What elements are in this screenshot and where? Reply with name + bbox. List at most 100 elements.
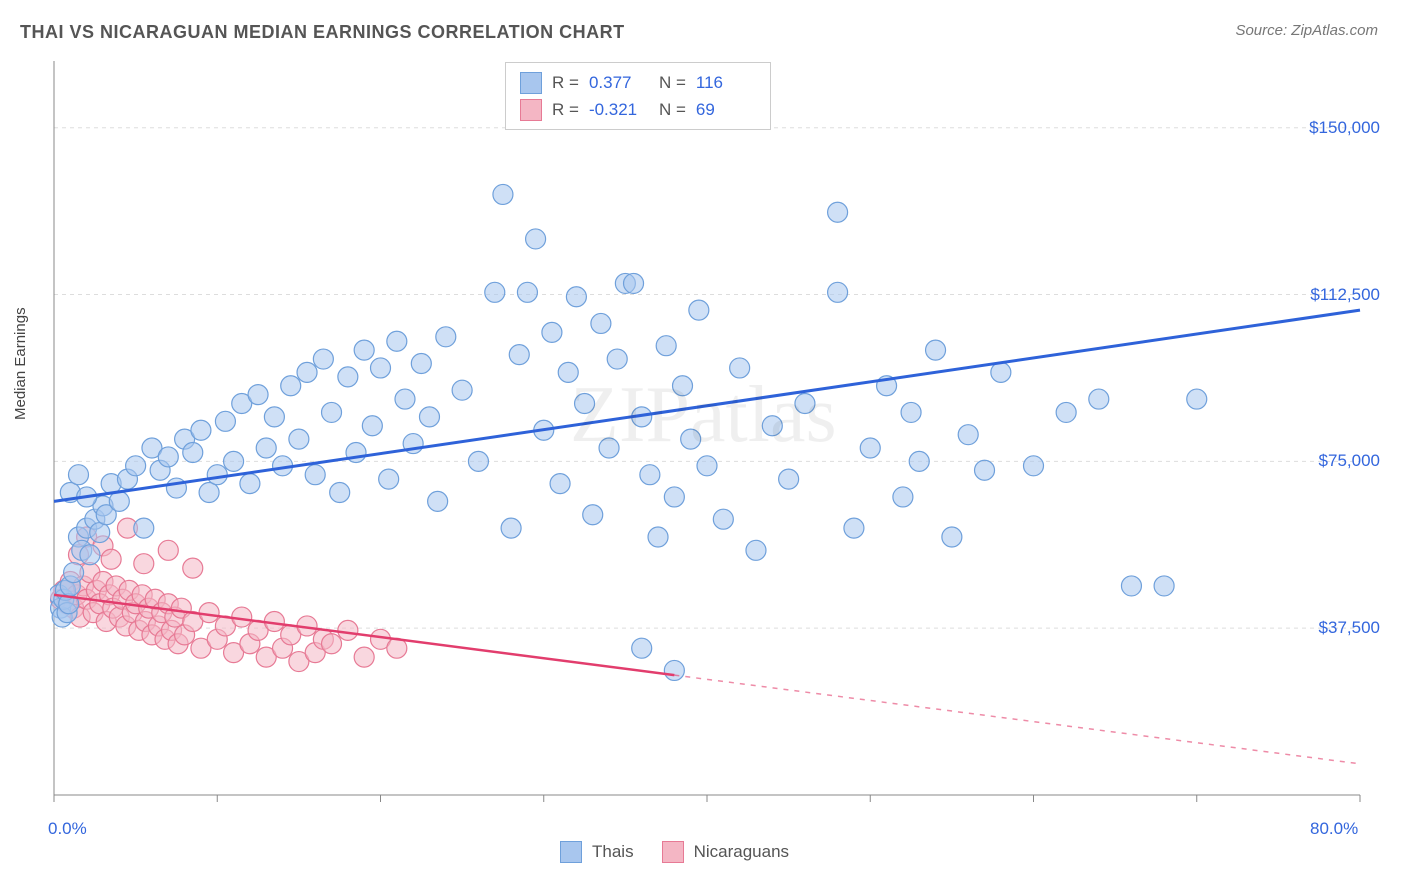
data-point bbox=[379, 469, 399, 489]
data-point bbox=[313, 349, 333, 369]
data-point bbox=[550, 474, 570, 494]
data-point bbox=[1187, 389, 1207, 409]
data-point bbox=[860, 438, 880, 458]
y-tick-label: $150,000 bbox=[1309, 118, 1380, 138]
data-point bbox=[991, 362, 1011, 382]
data-point bbox=[779, 469, 799, 489]
legend-r-value: -0.321 bbox=[589, 96, 649, 123]
data-point bbox=[893, 487, 913, 507]
data-point bbox=[1056, 402, 1076, 422]
data-point bbox=[395, 389, 415, 409]
data-point bbox=[664, 660, 684, 680]
data-point bbox=[599, 438, 619, 458]
y-tick-label: $75,000 bbox=[1319, 451, 1380, 471]
data-point bbox=[648, 527, 668, 547]
data-point bbox=[101, 549, 121, 569]
data-point bbox=[191, 420, 211, 440]
legend-item: Nicaraguans bbox=[662, 838, 789, 865]
data-point bbox=[501, 518, 521, 538]
data-point bbox=[322, 634, 342, 654]
data-point bbox=[542, 322, 562, 342]
data-point bbox=[64, 563, 84, 583]
y-tick-label: $37,500 bbox=[1319, 618, 1380, 638]
data-point bbox=[583, 505, 603, 525]
data-point bbox=[942, 527, 962, 547]
data-point bbox=[926, 340, 946, 360]
data-point bbox=[713, 509, 733, 529]
legend-swatch bbox=[560, 841, 582, 863]
data-point bbox=[730, 358, 750, 378]
data-point bbox=[689, 300, 709, 320]
data-point bbox=[354, 647, 374, 667]
data-point bbox=[493, 184, 513, 204]
data-point bbox=[1089, 389, 1109, 409]
data-point bbox=[828, 202, 848, 222]
data-point bbox=[362, 416, 382, 436]
data-point bbox=[134, 518, 154, 538]
data-point bbox=[419, 407, 439, 427]
data-point bbox=[697, 456, 717, 476]
data-point bbox=[664, 487, 684, 507]
data-point bbox=[1121, 576, 1141, 596]
data-point bbox=[330, 483, 350, 503]
data-point bbox=[248, 385, 268, 405]
legend-n-value: 116 bbox=[696, 69, 756, 96]
data-point bbox=[1024, 456, 1044, 476]
data-point bbox=[656, 336, 676, 356]
data-point bbox=[681, 429, 701, 449]
data-point bbox=[90, 523, 110, 543]
data-point bbox=[1154, 576, 1174, 596]
source-attribution: Source: ZipAtlas.com bbox=[1235, 22, 1378, 39]
y-tick-label: $112,500 bbox=[1310, 285, 1380, 305]
x-tick-label: 0.0% bbox=[48, 819, 87, 839]
legend-row: R =0.377N =116 bbox=[520, 69, 756, 96]
data-point bbox=[632, 638, 652, 658]
legend-n-label: N = bbox=[659, 96, 686, 123]
legend-n-value: 69 bbox=[696, 96, 756, 123]
data-point bbox=[640, 465, 660, 485]
data-point bbox=[468, 451, 488, 471]
data-point bbox=[305, 465, 325, 485]
legend-label: Nicaraguans bbox=[694, 838, 789, 865]
data-point bbox=[411, 353, 431, 373]
data-point bbox=[256, 438, 276, 458]
data-point bbox=[68, 465, 88, 485]
data-point bbox=[134, 554, 154, 574]
data-point bbox=[558, 362, 578, 382]
data-point bbox=[264, 407, 284, 427]
series-legend: Thais Nicaraguans bbox=[560, 838, 789, 865]
data-point bbox=[566, 287, 586, 307]
chart-title: THAI VS NICARAGUAN MEDIAN EARNINGS CORRE… bbox=[20, 22, 625, 43]
x-tick-label: 80.0% bbox=[1310, 819, 1358, 839]
data-point bbox=[452, 380, 472, 400]
data-point bbox=[795, 394, 815, 414]
y-axis-label: Median Earnings bbox=[12, 307, 29, 420]
data-point bbox=[183, 442, 203, 462]
data-point bbox=[607, 349, 627, 369]
data-point bbox=[844, 518, 864, 538]
data-point bbox=[80, 545, 100, 565]
data-point bbox=[746, 540, 766, 560]
data-point bbox=[828, 282, 848, 302]
legend-label: Thais bbox=[592, 838, 634, 865]
data-point bbox=[338, 367, 358, 387]
data-point bbox=[909, 451, 929, 471]
data-point bbox=[109, 491, 129, 511]
data-point bbox=[207, 465, 227, 485]
data-point bbox=[289, 429, 309, 449]
legend-swatch bbox=[520, 72, 542, 94]
data-point bbox=[509, 345, 529, 365]
data-point bbox=[624, 273, 644, 293]
data-point bbox=[354, 340, 374, 360]
data-point bbox=[371, 358, 391, 378]
data-point bbox=[297, 362, 317, 382]
data-point bbox=[517, 282, 537, 302]
data-point bbox=[158, 447, 178, 467]
data-point bbox=[575, 394, 595, 414]
legend-n-label: N = bbox=[659, 69, 686, 96]
data-point bbox=[485, 282, 505, 302]
data-point bbox=[126, 456, 146, 476]
data-point bbox=[281, 376, 301, 396]
data-point bbox=[901, 402, 921, 422]
data-point bbox=[199, 483, 219, 503]
